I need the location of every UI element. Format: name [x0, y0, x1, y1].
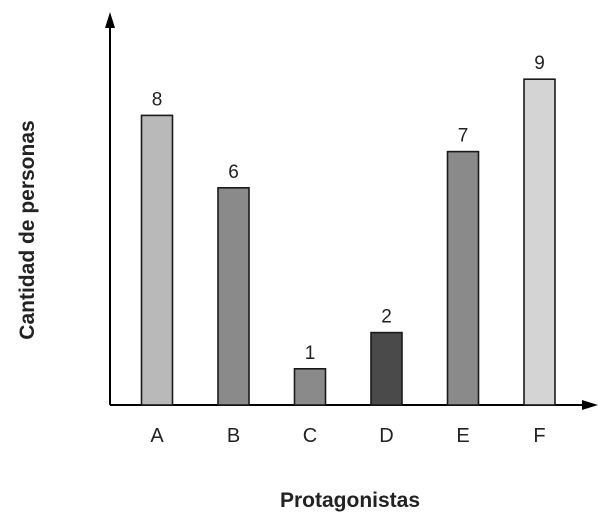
y-axis-arrowhead — [105, 12, 115, 28]
data-label-d: 2 — [381, 307, 392, 328]
x-axis-arrowhead — [582, 400, 598, 410]
data-label-b: 6 — [228, 162, 239, 183]
bar-e — [446, 150, 480, 406]
data-labels: 8 6 1 2 7 9 — [152, 53, 545, 364]
x-tick-label-e: E — [456, 425, 469, 447]
x-tick-label-a: A — [150, 425, 164, 447]
x-tick-label-c: C — [303, 425, 317, 447]
bar-c — [293, 367, 327, 406]
x-axis-title: Protagonistas — [280, 489, 420, 512]
bar-b — [217, 187, 250, 406]
data-label-e: 7 — [458, 126, 469, 147]
axes — [105, 12, 598, 410]
x-tick-labels: A B C D E F — [150, 425, 545, 447]
data-label-c: 1 — [305, 343, 316, 364]
bar-d — [370, 331, 403, 406]
y-axis-title: Cantidad de personas — [16, 120, 39, 339]
bar-f — [523, 78, 556, 406]
x-tick-label-f: F — [533, 425, 545, 447]
data-label-a: 8 — [152, 89, 163, 110]
bars — [140, 78, 556, 406]
data-label-f: 9 — [534, 53, 545, 74]
x-tick-label-b: B — [227, 425, 240, 447]
bar-a — [140, 114, 174, 406]
x-tick-label-d: D — [379, 425, 393, 447]
